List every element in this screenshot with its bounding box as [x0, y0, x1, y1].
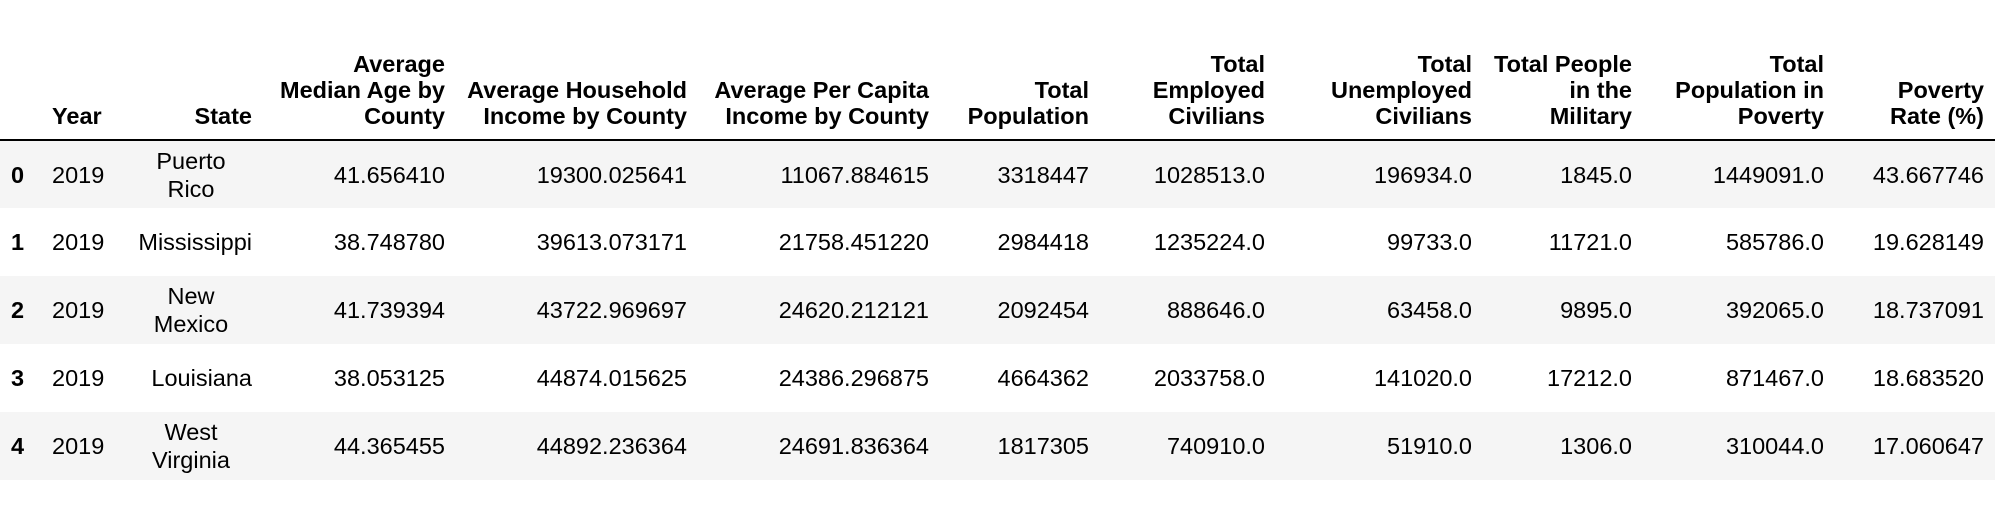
column-header-state: State: [119, 44, 263, 141]
cell-household-income: 44874.015625: [536, 365, 687, 391]
cell-employed-civilians: 1235224.0: [1153, 229, 1265, 255]
column-header-year: Year: [41, 44, 119, 141]
cell-per-capita-income: 24386.296875: [778, 365, 929, 391]
cell-poverty-rate: 19.628149: [1872, 229, 1984, 255]
cell-state-text: Louisiana: [151, 365, 252, 391]
cell-median-age: 38.053125: [333, 365, 445, 391]
dataframe-table: Year State Average Median Age by County …: [0, 44, 1995, 480]
cell-state-text: New Mexico: [153, 283, 229, 337]
cell-household-income: 44892.236364: [536, 433, 687, 459]
cell-employed-civilians: 888646.0: [1166, 297, 1265, 323]
cell-household-income: 43722.969697: [536, 297, 687, 323]
cell-people-in-military: 9895.0: [1560, 297, 1632, 323]
cell-household-income: 39613.073171: [536, 229, 687, 255]
row-index: 2: [11, 297, 25, 323]
cell-year: 2019: [52, 297, 105, 323]
cell-people-in-military: 1845.0: [1560, 161, 1632, 188]
cell-year: 2019: [52, 229, 105, 255]
cell-total-population: 2984418: [997, 229, 1090, 255]
cell-year: 2019: [52, 161, 105, 188]
table-header: Year State Average Median Age by County …: [0, 44, 1995, 141]
header-row: Year State Average Median Age by County …: [0, 44, 1995, 141]
cell-state: Louisiana: [119, 344, 263, 412]
cell-year: 2019: [52, 433, 105, 459]
cell-total-population: 2092454: [997, 297, 1090, 323]
column-header-population-in-poverty: Total Population in Poverty: [1643, 44, 1835, 141]
column-header-median-age: Average Median Age by County: [263, 44, 456, 141]
column-header-unemployed-civilians: Total Unemployed Civilians: [1276, 44, 1483, 141]
cell-employed-civilians: 740910.0: [1166, 433, 1265, 459]
cell-total-population: 1817305: [997, 433, 1090, 459]
column-header-people-in-military: Total People in the Military: [1483, 44, 1643, 141]
cell-per-capita-income: 11067.884615: [780, 161, 929, 188]
cell-per-capita-income: 24691.836364: [778, 433, 929, 459]
table-row: 0 2019 Puerto Rico 41.656410 19300.02564…: [0, 140, 1995, 208]
cell-total-population: 4664362: [997, 365, 1090, 391]
cell-unemployed-civilians: 141020.0: [1373, 365, 1472, 391]
column-header-poverty-rate: Poverty Rate (%): [1835, 44, 1995, 141]
table-row: 2 2019 New Mexico 41.739394 43722.969697…: [0, 276, 1995, 344]
row-index: 4: [11, 433, 25, 459]
cell-poverty-rate: 18.683520: [1872, 365, 1984, 391]
column-header-index: [0, 44, 41, 141]
cell-poverty-rate: 43.667746: [1872, 161, 1984, 188]
row-index: 0: [11, 161, 25, 188]
cell-year: 2019: [52, 365, 105, 391]
row-index: 3: [11, 365, 25, 391]
cell-population-in-poverty: 310044.0: [1725, 433, 1824, 459]
row-index: 1: [11, 229, 25, 255]
table-row: 1 2019 Mississippi 38.748780 39613.07317…: [0, 208, 1995, 276]
cell-employed-civilians: 1028513.0: [1153, 161, 1265, 188]
table-row: 3 2019 Louisiana 38.053125 44874.015625 …: [0, 344, 1995, 412]
cell-state: Puerto Rico: [119, 140, 263, 208]
cell-state-text: West Virginia: [152, 419, 230, 473]
cell-population-in-poverty: 392065.0: [1725, 297, 1824, 323]
table-body: 0 2019 Puerto Rico 41.656410 19300.02564…: [0, 140, 1995, 480]
cell-state: Mississippi: [119, 208, 263, 276]
cell-total-population: 3318447: [997, 161, 1090, 188]
dataframe-container: Year State Average Median Age by County …: [0, 44, 1995, 480]
cell-unemployed-civilians: 51910.0: [1387, 433, 1472, 459]
cell-population-in-poverty: 871467.0: [1725, 365, 1824, 391]
cell-unemployed-civilians: 196934.0: [1373, 161, 1472, 188]
cell-population-in-poverty: 1449091.0: [1712, 161, 1824, 188]
cell-median-age: 41.656410: [333, 161, 445, 188]
cell-poverty-rate: 18.737091: [1872, 297, 1984, 323]
cell-poverty-rate: 17.060647: [1872, 433, 1984, 459]
column-header-household-income: Average Household Income by County: [456, 44, 698, 141]
column-header-employed-civilians: Total Employed Civilians: [1100, 44, 1276, 141]
cell-median-age: 41.739394: [333, 297, 445, 323]
cell-people-in-military: 11721.0: [1548, 229, 1632, 255]
cell-state: New Mexico: [119, 276, 263, 344]
cell-state-text: Puerto Rico: [156, 147, 226, 202]
column-header-total-population: Total Population: [940, 44, 1100, 141]
cell-per-capita-income: 24620.212121: [778, 297, 929, 323]
cell-median-age: 38.748780: [333, 229, 445, 255]
cell-median-age: 44.365455: [333, 433, 445, 459]
column-header-per-capita-income: Average Per Capita Income by County: [698, 44, 940, 141]
table-row: 4 2019 West Virginia 44.365455 44892.236…: [0, 412, 1995, 480]
cell-household-income: 19300.025641: [536, 161, 687, 188]
cell-unemployed-civilians: 63458.0: [1387, 297, 1472, 323]
cell-population-in-poverty: 585786.0: [1725, 229, 1824, 255]
cell-state: West Virginia: [119, 412, 263, 480]
cell-per-capita-income: 21758.451220: [778, 229, 929, 255]
cell-people-in-military: 1306.0: [1560, 433, 1632, 459]
cell-unemployed-civilians: 99733.0: [1387, 229, 1472, 255]
cell-state-text: Mississippi: [138, 229, 252, 255]
cell-employed-civilians: 2033758.0: [1153, 365, 1265, 391]
cell-people-in-military: 17212.0: [1547, 365, 1632, 391]
